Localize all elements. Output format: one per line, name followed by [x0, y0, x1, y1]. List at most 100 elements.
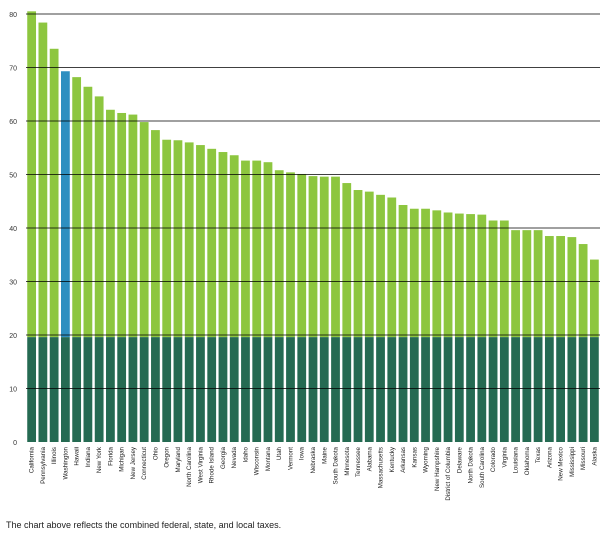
- x-tick-label: South Dakota: [333, 446, 340, 484]
- bar: [72, 77, 82, 338]
- bar-base: [297, 337, 307, 442]
- bar: [376, 194, 385, 338]
- bar: [263, 162, 273, 338]
- bar-base: [38, 337, 48, 442]
- bar: [499, 220, 509, 338]
- bar-base: [556, 337, 565, 442]
- bar: [252, 160, 262, 338]
- x-tick-label: Utah: [276, 446, 283, 460]
- bar-base: [376, 337, 385, 442]
- y-tick-label: 80: [9, 12, 17, 19]
- bar: [578, 244, 588, 338]
- bar-base: [229, 337, 239, 442]
- bar-base: [106, 337, 115, 442]
- x-tick-label: Oklahoma: [524, 446, 531, 475]
- x-tick-label: North Carolina: [186, 446, 193, 486]
- bar-base: [139, 337, 149, 442]
- bar-base: [274, 337, 284, 442]
- bar-base: [409, 337, 419, 442]
- x-tick-label: District of Columbia: [445, 446, 452, 500]
- bar-base: [522, 337, 532, 442]
- bar-base: [128, 337, 138, 442]
- bar: [342, 183, 352, 338]
- bar: [567, 237, 577, 338]
- bar: [61, 71, 70, 338]
- x-tick-label: Connecticut: [141, 447, 148, 480]
- bar-base: [511, 337, 520, 442]
- bar-base: [477, 337, 487, 442]
- x-tick-label: West Virginia: [197, 446, 204, 483]
- bar-base: [443, 337, 453, 442]
- bar-base: [544, 337, 554, 442]
- bar: [477, 214, 487, 338]
- x-tick-label: Massachusetts: [378, 447, 385, 488]
- bar: [308, 176, 318, 338]
- x-tick-label: Arkansas: [400, 447, 407, 473]
- x-tick-label: Wisconsin: [254, 446, 261, 475]
- y-tick-label: 60: [9, 119, 17, 126]
- gridlines: [26, 13, 600, 389]
- y-tick-label: 20: [9, 333, 17, 340]
- x-tick-label: North Dakota: [468, 446, 475, 483]
- x-tick-label: Florida: [107, 446, 114, 465]
- bar-base: [218, 337, 228, 442]
- x-tick-label: Washington: [62, 446, 69, 479]
- bar: [387, 197, 397, 338]
- bar-base: [162, 337, 172, 442]
- bar-base: [319, 337, 329, 442]
- bar-base: [578, 337, 588, 442]
- bar: [106, 109, 115, 338]
- x-tick-label: Delaware: [456, 446, 463, 473]
- bar-base: [454, 337, 464, 442]
- bar: [364, 191, 374, 338]
- bar-base: [286, 337, 295, 442]
- bar-base: [94, 337, 104, 442]
- bar-chart: 0 10 20 30 40 50 60 70 80 California Pennsylvania…: [9, 11, 600, 501]
- x-tick-label: Alabama: [366, 446, 373, 471]
- bar-base: [421, 337, 430, 442]
- y-tick-label: 50: [9, 173, 17, 180]
- bar: [421, 208, 430, 338]
- bar: [286, 172, 295, 338]
- bar-base: [117, 337, 127, 442]
- bar: [432, 210, 442, 338]
- bar: [196, 145, 205, 338]
- bar: [229, 155, 239, 338]
- bar-base: [263, 337, 273, 442]
- bar: [544, 236, 554, 338]
- x-tick-label: Indiana: [85, 446, 92, 467]
- y-tick-label: 10: [9, 387, 17, 394]
- bar-base: [533, 337, 543, 442]
- bar: [443, 212, 453, 338]
- x-tick-label: Minnesota: [344, 446, 351, 475]
- bar: [241, 160, 250, 338]
- bar: [94, 96, 104, 338]
- bar: [38, 22, 48, 338]
- bar: [409, 208, 419, 338]
- x-tick-label: California: [29, 446, 36, 473]
- bar-base: [83, 337, 93, 442]
- x-tick-label: Nebraska: [310, 446, 317, 473]
- bar: [49, 48, 59, 338]
- bar-base: [151, 337, 160, 442]
- bar-base: [308, 337, 318, 442]
- x-tick-label: Wyoming: [423, 446, 430, 472]
- x-tick-label: New Hampshire: [434, 446, 441, 491]
- bar-base: [353, 337, 363, 442]
- bar: [466, 214, 475, 338]
- bar-base: [567, 337, 577, 442]
- bar: [398, 204, 408, 338]
- x-tick-label: Maryland: [175, 446, 182, 472]
- x-tick-label: Ohio: [152, 446, 159, 460]
- x-tick-label: Maine: [321, 446, 328, 463]
- x-tick-label: Kentucky: [389, 446, 396, 472]
- bar: [139, 122, 149, 338]
- bar-base: [589, 337, 599, 442]
- x-tick-label: Vermont: [287, 447, 294, 470]
- x-tick-label: Georgia: [220, 446, 227, 469]
- y-tick-label: 0: [13, 440, 17, 447]
- bar: [533, 230, 543, 338]
- x-tick-label: Hawaii: [74, 447, 81, 466]
- bar-base: [173, 337, 183, 442]
- bar: [274, 170, 284, 338]
